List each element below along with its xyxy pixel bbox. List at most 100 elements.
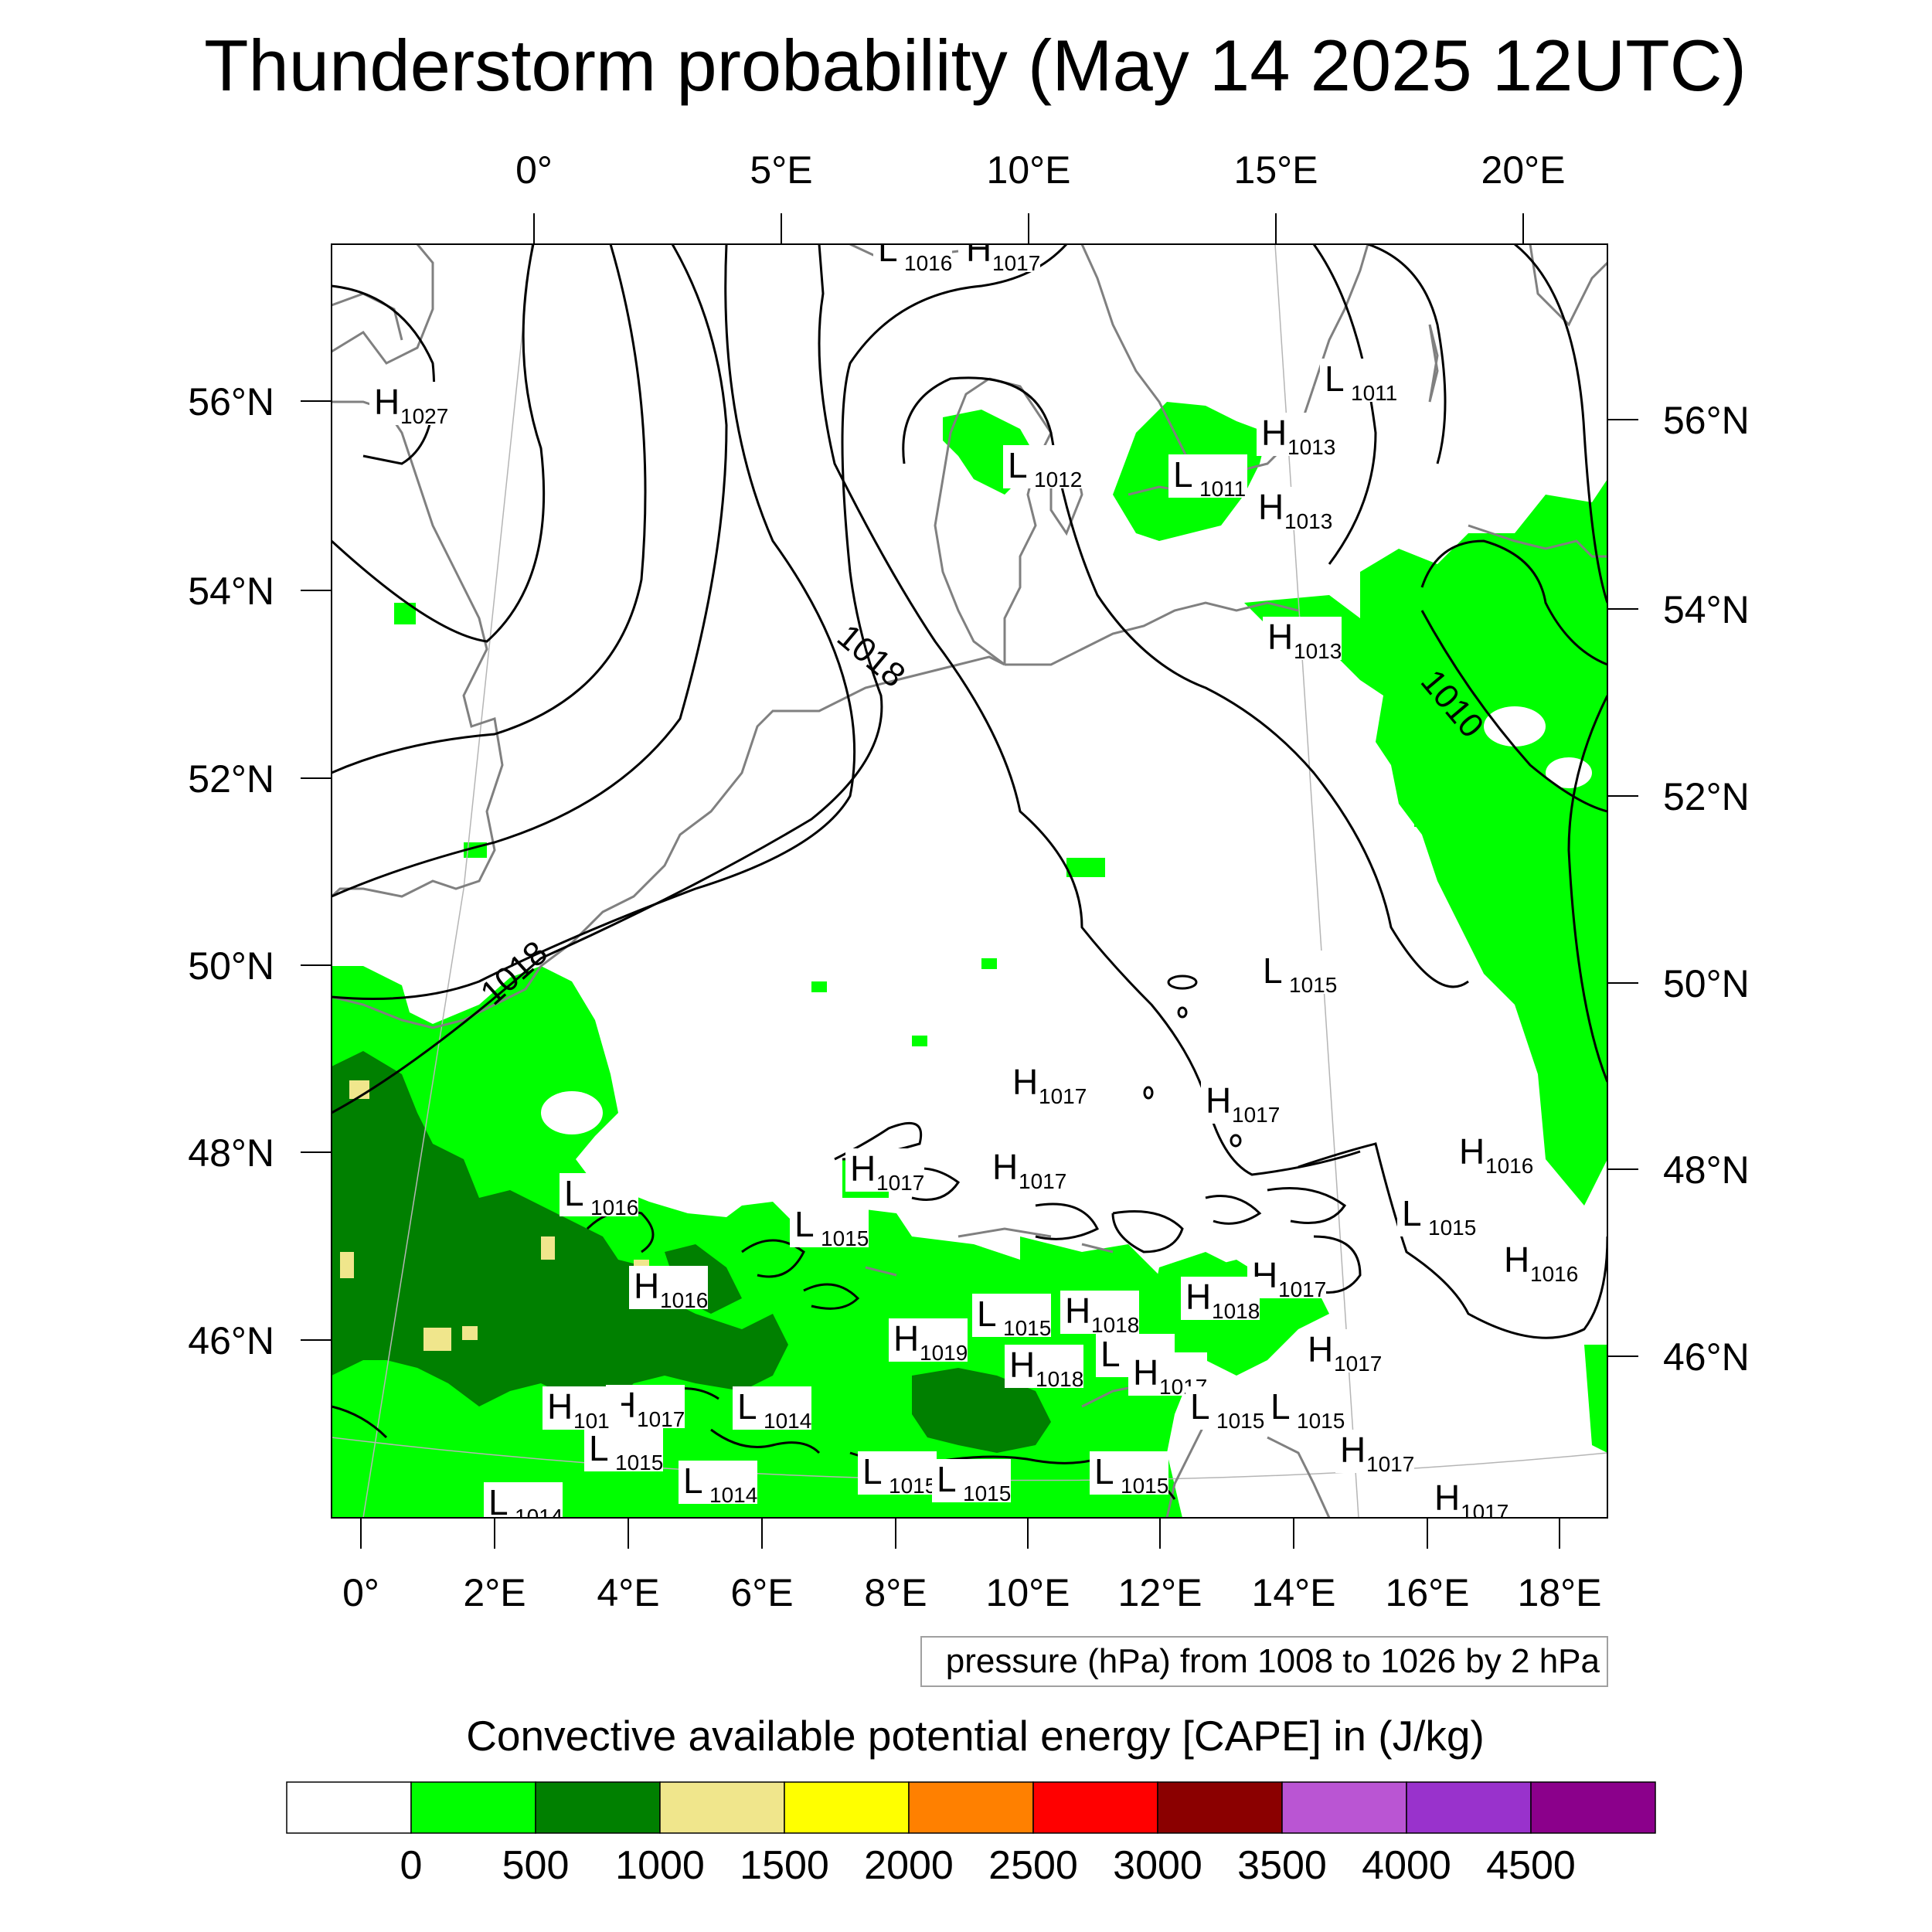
pressure-center-letter: H [634, 1266, 659, 1306]
low-pressure-label: L 1014 [733, 1386, 811, 1433]
map-frame [331, 243, 1608, 1519]
pressure-center-value: 1015 [1216, 1409, 1264, 1433]
pressure-center-letter: H [1009, 1345, 1035, 1385]
pressure-label-background [1005, 1345, 1083, 1388]
colorbar-swatch [659, 1781, 785, 1834]
isobar [332, 284, 436, 465]
pressure-center-value: 1017 [1334, 1352, 1382, 1376]
high-pressure-label: H 1016 [1499, 1240, 1578, 1286]
high-pressure-label: H 1017 [845, 1148, 924, 1195]
right-axis [1607, 419, 1638, 1357]
pressure-center-letter: H [1185, 1277, 1211, 1317]
cape-patch [912, 1036, 927, 1046]
pressure-label-background [1090, 1451, 1168, 1495]
isobar [1298, 1142, 1607, 1339]
low-pressure-label: L 1011 [1320, 359, 1399, 405]
pressure-label-background [543, 1386, 621, 1430]
colorbar [286, 1781, 1656, 1834]
pressure-note: pressure (hPa) from 1008 to 1026 by 2 hP… [920, 1636, 1608, 1687]
colorbar-tick-label: 500 [502, 1843, 570, 1888]
pressure-center-value: 1011 [1351, 381, 1397, 405]
coast-germany-baltic [1005, 601, 1299, 666]
low-pressure-label: L 1015 [932, 1459, 1011, 1505]
pressure-label-background [560, 1173, 638, 1216]
colorbar-swatch [1406, 1781, 1532, 1834]
pressure-label-background [1258, 951, 1337, 994]
isobar [332, 244, 728, 898]
pressure-label-background [873, 244, 952, 272]
colorbar-swatch [1530, 1781, 1656, 1834]
pressure-label-background [932, 1459, 1011, 1502]
cape-region-austria [1020, 1236, 1267, 1368]
pressure-center-value: 1015 [821, 1226, 869, 1250]
pressure-label-background [1257, 413, 1335, 456]
colorbar-swatch [908, 1781, 1034, 1834]
isobar [1312, 244, 1377, 565]
pressure-center-letter: L [1270, 1386, 1291, 1427]
colorbar-tick-label: 4500 [1486, 1843, 1576, 1888]
left-lat-label: 48°N [188, 1131, 274, 1175]
isobar [1420, 610, 1607, 813]
bottom-lon-label: 18°E [1518, 1571, 1602, 1614]
top-lon-label: 10°E [987, 148, 1071, 192]
isobar [332, 244, 1068, 1114]
pressure-center-letter: L [977, 1294, 997, 1334]
pressure-center-letter: L [862, 1451, 883, 1492]
isobar [1167, 975, 1198, 990]
pressure-label-background [1181, 1277, 1260, 1320]
pressure-center-value: 1017 [876, 1171, 924, 1195]
colorbar-tick-label: 0 [400, 1843, 423, 1888]
isobar [1420, 539, 1607, 666]
pressure-label-background [1454, 1131, 1533, 1175]
pressure-label-background [889, 1318, 968, 1362]
pressure-center-value: 1014 [515, 1505, 563, 1529]
isobar [332, 244, 546, 643]
high-pressure-label: H 101 [543, 1386, 621, 1433]
low-pressure-label: L 1014 [484, 1482, 563, 1529]
pressure-label-background [584, 1428, 663, 1471]
pressure-note-box [920, 1636, 1608, 1687]
isobars [332, 244, 1607, 1500]
colorbar-swatch [410, 1781, 536, 1834]
pressure-label-background [988, 1147, 1066, 1190]
right-lat-label: 48°N [1663, 1148, 1750, 1192]
colorbar-swatch [535, 1781, 661, 1834]
cape-hole [541, 1091, 603, 1134]
coastlines [332, 244, 1607, 1518]
cape-khaki-spot [541, 1236, 555, 1260]
top-lon-label: 15°E [1234, 148, 1318, 192]
pressure-center-letter: H [992, 1147, 1018, 1187]
isobar [741, 1239, 805, 1278]
colorbar-tick-label: 1500 [740, 1843, 829, 1888]
coast-baltic-states [1468, 524, 1607, 558]
cape-khaki-spot [423, 1328, 451, 1351]
colorbar-tick-labels: 0 500 1000 1500 2000 2500 3000 3500 4000 4500 [400, 1843, 1576, 1888]
coast-britain [332, 244, 504, 898]
pressure-label-background [1263, 617, 1342, 660]
pressure-center-value: 1016 [590, 1196, 638, 1219]
pressure-center-value: 1017 [1019, 1169, 1066, 1193]
cape-patch [1414, 811, 1445, 827]
meridian-line [463, 244, 532, 889]
pressure-center-value: 1015 [889, 1474, 937, 1498]
isobar [1313, 1235, 1362, 1294]
pressure-center-letter: H [1012, 1062, 1038, 1102]
pressure-center-letter: L [878, 229, 898, 269]
pressure-label-background [369, 382, 448, 425]
pressure-center-value: 1015 [1297, 1409, 1345, 1433]
pressure-label-background [1185, 1386, 1264, 1430]
bottom-lon-label: 6°E [730, 1571, 793, 1614]
low-pressure-label: L 1015 [1090, 1451, 1168, 1498]
pressure-label-background [1303, 1329, 1382, 1372]
pressure-center-letter: H [966, 229, 992, 269]
high-pressure-label: H 1013 [1253, 487, 1332, 533]
pressure-center-value: 1019 [920, 1341, 968, 1365]
low-pressure-label: L 1015 [790, 1204, 869, 1250]
pressure-center-value: 1015 [1428, 1216, 1476, 1240]
pressure-center-value: 1017 [1039, 1084, 1087, 1108]
pressure-label-background [1168, 454, 1247, 498]
pressure-note-text: pressure (hPa) from 1008 to 1026 by 2 hP… [946, 1642, 1600, 1680]
left-axis-labels: 56°N 54°N 52°N 50°N 48°N 46°N [188, 380, 274, 1362]
pressure-label-background [1060, 1291, 1139, 1334]
isobar [1514, 244, 1607, 604]
